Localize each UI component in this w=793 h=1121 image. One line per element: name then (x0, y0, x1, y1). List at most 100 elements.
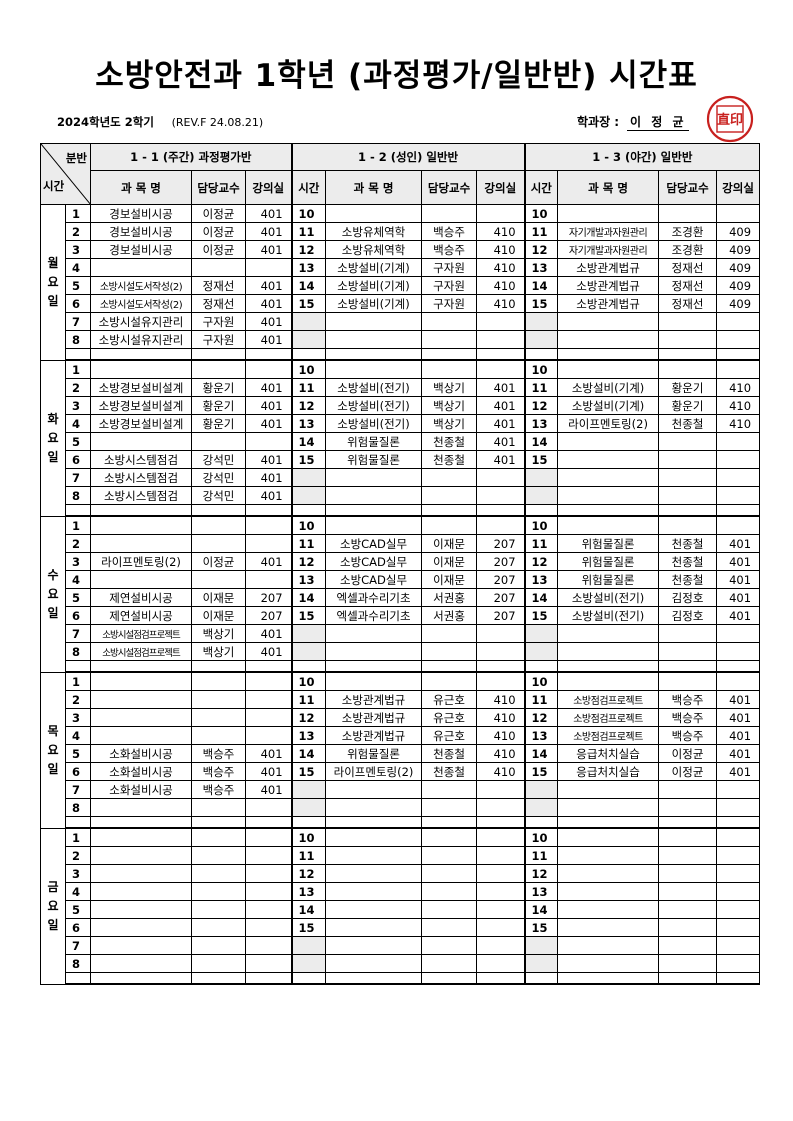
table-row: 8 (41, 798, 761, 817)
room-cell: 410 (476, 708, 526, 727)
room-cell: 401 (476, 378, 526, 397)
subject-cell: 소화설비시공 (90, 744, 192, 763)
professor-cell: 정재선 (658, 276, 718, 295)
subject-cell (557, 918, 660, 937)
professor-cell: 이재문 (421, 552, 478, 571)
professor-cell (421, 486, 478, 505)
period-cell (524, 780, 559, 799)
period-cell: 10 (291, 359, 327, 379)
period-cell: 13 (291, 258, 327, 277)
period-cell: 1 (65, 204, 91, 223)
blank-cell (291, 972, 327, 985)
subject-cell: 소방관계법규 (557, 258, 660, 277)
table-row: 목 요 일 1 10 10 (40, 671, 761, 829)
group-header-3: 1 - 3 (야간) 일반반 (524, 143, 761, 171)
blank-cell (421, 504, 478, 517)
room-cell: 401 (716, 570, 761, 589)
room-cell (476, 330, 526, 349)
professor-cell (421, 204, 478, 223)
professor-cell: 이정균 (191, 222, 246, 241)
blank-cell (244, 816, 293, 829)
period-cell (291, 330, 327, 349)
period-cell (524, 330, 559, 349)
day-separator-row (41, 972, 761, 985)
professor-cell: 백승주 (421, 222, 478, 241)
period-cell: 12 (291, 240, 327, 259)
professor-cell: 천종철 (421, 744, 478, 763)
blank-cell (476, 660, 526, 673)
period-cell: 7 (65, 780, 91, 799)
table-row: 6 제연설비시공 이재문 207 15 엑셀과수리기초 서권홍 207 15 소방설비(전기) 김정… (41, 606, 761, 625)
period-cell: 7 (65, 312, 91, 331)
professor-cell (191, 900, 246, 919)
period-cell: 4 (65, 570, 91, 589)
blank-cell (325, 816, 423, 829)
professor-cell: 김정호 (658, 606, 718, 625)
blank-cell (65, 972, 91, 985)
room-cell (716, 515, 761, 535)
period-cell: 14 (524, 588, 559, 607)
professor-cell (191, 515, 246, 535)
professor-cell (658, 486, 718, 505)
day-separator-row (41, 348, 761, 361)
subject-cell (557, 432, 660, 451)
professor-cell (191, 258, 246, 277)
room-cell: 401 (716, 690, 761, 709)
blank-cell (191, 504, 246, 517)
room-cell: 401 (716, 726, 761, 745)
subject-cell (90, 846, 192, 865)
professor-cell (421, 468, 478, 487)
blank-cell (65, 816, 91, 829)
subject-cell: 소방설비(전기) (557, 606, 660, 625)
room-cell (244, 534, 293, 553)
subject-cell (557, 864, 660, 883)
room-cell (716, 468, 761, 487)
room-cell (716, 450, 761, 469)
subject-cell: 위험물질론 (325, 744, 423, 763)
period-cell: 11 (524, 846, 559, 865)
subject-cell: 라이프멘토링(2) (557, 414, 660, 433)
col-professor-2: 담당교수 (421, 170, 478, 205)
blank-cell (421, 972, 478, 985)
professor-cell (421, 954, 478, 973)
subject-cell: 소방설비(기계) (557, 378, 660, 397)
professor-cell: 백승주 (658, 690, 718, 709)
period-cell (524, 642, 559, 661)
professor-cell (191, 846, 246, 865)
room-cell (244, 846, 293, 865)
professor-cell: 황운기 (191, 378, 246, 397)
subject-cell (557, 954, 660, 973)
room-cell (244, 671, 293, 691)
subject-cell: 응급처치실습 (557, 744, 660, 763)
professor-cell: 천종철 (658, 414, 718, 433)
blank-cell (421, 348, 478, 361)
room-cell: 410 (476, 726, 526, 745)
corner-time-label: 시간 (43, 179, 65, 193)
column-header-row: 과 목 명 담당교수 강의실 시간 과 목 명 담당교수 강의실 시간 과 목 … (41, 170, 761, 205)
subject-cell (325, 671, 423, 691)
subject-cell: 소방설비(전기) (325, 378, 423, 397)
period-cell: 6 (65, 606, 91, 625)
subject-cell (90, 918, 192, 937)
col-room-3: 강의실 (716, 170, 761, 205)
professor-cell: 황운기 (191, 396, 246, 415)
room-cell (244, 827, 293, 847)
table-row: 5 14 14 (41, 900, 761, 919)
department-head: 학과장 : 이 정 균 (577, 113, 690, 131)
period-cell: 12 (291, 708, 327, 727)
room-cell: 409 (716, 276, 761, 295)
department-head-label: 학과장 : (577, 115, 620, 129)
subject-cell: 소방설비(전기) (325, 414, 423, 433)
subject-cell: 소방CAD실무 (325, 552, 423, 571)
room-cell: 401 (244, 468, 293, 487)
period-cell: 4 (65, 258, 91, 277)
room-cell (244, 258, 293, 277)
table-row: 금 요 일 1 10 10 (40, 827, 761, 985)
professor-cell: 천종철 (421, 450, 478, 469)
professor-cell: 구자원 (421, 276, 478, 295)
table-row: 8 (41, 954, 761, 973)
table-row: 3 12 12 (41, 864, 761, 883)
subject-cell (557, 330, 660, 349)
period-cell: 10 (524, 827, 559, 847)
period-cell: 1 (65, 359, 91, 379)
